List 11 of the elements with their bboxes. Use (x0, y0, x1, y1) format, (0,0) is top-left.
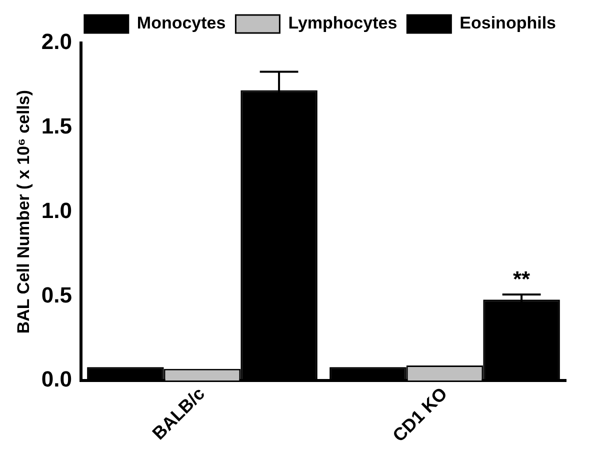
y-axis-title: BAL Cell Number ( x 10⁶ cells) (14, 90, 33, 334)
y-tick-label: 2.0 (41, 29, 72, 54)
legend-label: Lymphocytes (288, 14, 398, 33)
x-tick-label: CD1 KO (388, 383, 452, 446)
y-tick-label: 0.5 (41, 282, 72, 308)
annotation: ** (512, 266, 531, 292)
y-tick-label: 0.0 (41, 366, 72, 392)
legend-label: Eosinophils (460, 14, 556, 33)
legend-label: Monocytes (136, 14, 226, 33)
y-tick-label: 1.0 (41, 198, 72, 223)
y-tick-label: 1.5 (41, 113, 72, 138)
